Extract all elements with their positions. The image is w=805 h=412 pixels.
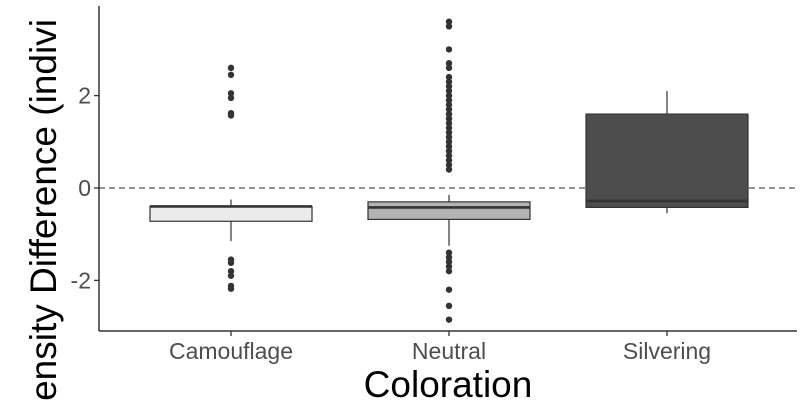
outlier-point xyxy=(445,129,453,136)
outlier-point xyxy=(445,101,453,109)
outlier-point xyxy=(445,106,453,113)
outlier-point xyxy=(227,64,235,72)
outlier-point xyxy=(445,87,453,95)
box-body xyxy=(585,113,749,209)
x-axis-title: Coloration xyxy=(364,364,533,405)
outlier-point xyxy=(227,112,235,119)
outlier-point xyxy=(445,166,453,173)
y-tick-label: -2 xyxy=(71,267,91,293)
outlier-point xyxy=(445,110,453,118)
outlier-point xyxy=(445,286,453,293)
box-body xyxy=(149,205,313,222)
outlier-point xyxy=(445,157,453,164)
outlier-point xyxy=(445,83,453,90)
outlier-point xyxy=(445,152,453,159)
box-body xyxy=(367,201,531,221)
outlier-point xyxy=(445,120,453,127)
outlier-point xyxy=(445,97,453,104)
outlier-point xyxy=(445,92,453,99)
box-camouflage xyxy=(149,64,313,292)
outlier-point xyxy=(445,18,453,25)
outlier-point xyxy=(445,143,453,150)
x-tick-label: Neutral xyxy=(412,338,486,364)
x-tick-label: Silvering xyxy=(623,338,711,364)
y-ticks: -2 0 2 xyxy=(71,83,99,293)
outlier-point xyxy=(445,161,453,169)
outlier-point xyxy=(445,46,453,53)
outlier-point xyxy=(445,267,453,275)
outlier-point xyxy=(445,249,453,256)
outlier-point xyxy=(445,73,453,81)
outlier-point xyxy=(227,71,235,79)
outlier-point xyxy=(445,64,453,72)
y-tick-label: 2 xyxy=(78,83,91,109)
outlier-point xyxy=(227,90,235,97)
outlier-point xyxy=(445,23,453,30)
outlier-point xyxy=(445,263,453,270)
outlier-point xyxy=(445,133,453,141)
outlier-point xyxy=(227,272,235,279)
outlier-point xyxy=(445,115,453,122)
plot-area xyxy=(99,18,797,323)
outlier-point xyxy=(227,285,235,292)
outlier-point xyxy=(445,258,453,266)
y-axis-title: ensity Difference (indivi xyxy=(23,19,64,401)
outlier-point xyxy=(227,267,235,275)
box-silvering xyxy=(585,90,749,214)
outlier-point xyxy=(445,316,453,323)
outlier-point xyxy=(445,147,453,155)
outlier-point xyxy=(227,259,235,267)
axes xyxy=(98,6,797,332)
x-tick-label: Camouflage xyxy=(169,338,293,364)
outlier-point xyxy=(445,60,453,67)
outlier-point xyxy=(445,78,453,85)
y-tick-label: 0 xyxy=(78,175,91,201)
outlier-point xyxy=(445,124,453,132)
outlier-point xyxy=(445,302,453,310)
box-neutral xyxy=(367,18,531,323)
x-ticks: Camouflage Neutral Silvering xyxy=(169,331,711,364)
outlier-point xyxy=(445,138,453,145)
outlier-point xyxy=(227,94,235,102)
outlier-point xyxy=(445,254,453,261)
